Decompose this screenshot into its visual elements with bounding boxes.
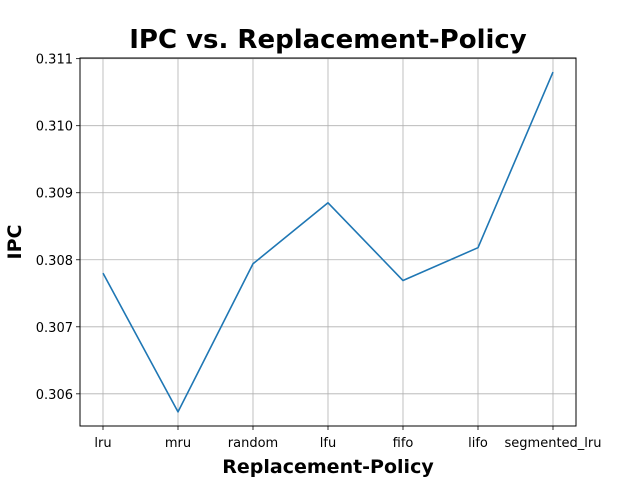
- y-axis-label: IPC: [4, 225, 26, 260]
- y-tick-label: 0.306: [36, 388, 73, 403]
- y-tick-label: 0.309: [36, 187, 73, 202]
- x-tick-label: fifo: [393, 436, 414, 451]
- chart-title: IPC vs. Replacement-Policy: [129, 25, 527, 55]
- x-tick-label: random: [228, 436, 278, 451]
- y-tick-label: 0.311: [36, 53, 73, 68]
- x-tick-label: mru: [165, 436, 191, 451]
- series-group: [102, 71, 554, 413]
- x-axis-label: Replacement-Policy: [222, 456, 434, 478]
- y-tick-label: 0.307: [36, 321, 73, 336]
- y-tick-label: 0.310: [36, 120, 73, 135]
- plot-frame: [79, 57, 577, 427]
- x-tick-label: lru: [94, 436, 111, 451]
- axis-ticks: lru mru random lfu fifo lifo segmented_lru 0.30…: [36, 53, 602, 451]
- x-tick-label: lifo: [468, 436, 488, 451]
- y-tick-label: 0.308: [36, 254, 73, 269]
- x-tick-label: segmented_lru: [505, 436, 602, 451]
- grid-lines: [80, 58, 576, 426]
- x-tick-label: lfu: [320, 436, 336, 451]
